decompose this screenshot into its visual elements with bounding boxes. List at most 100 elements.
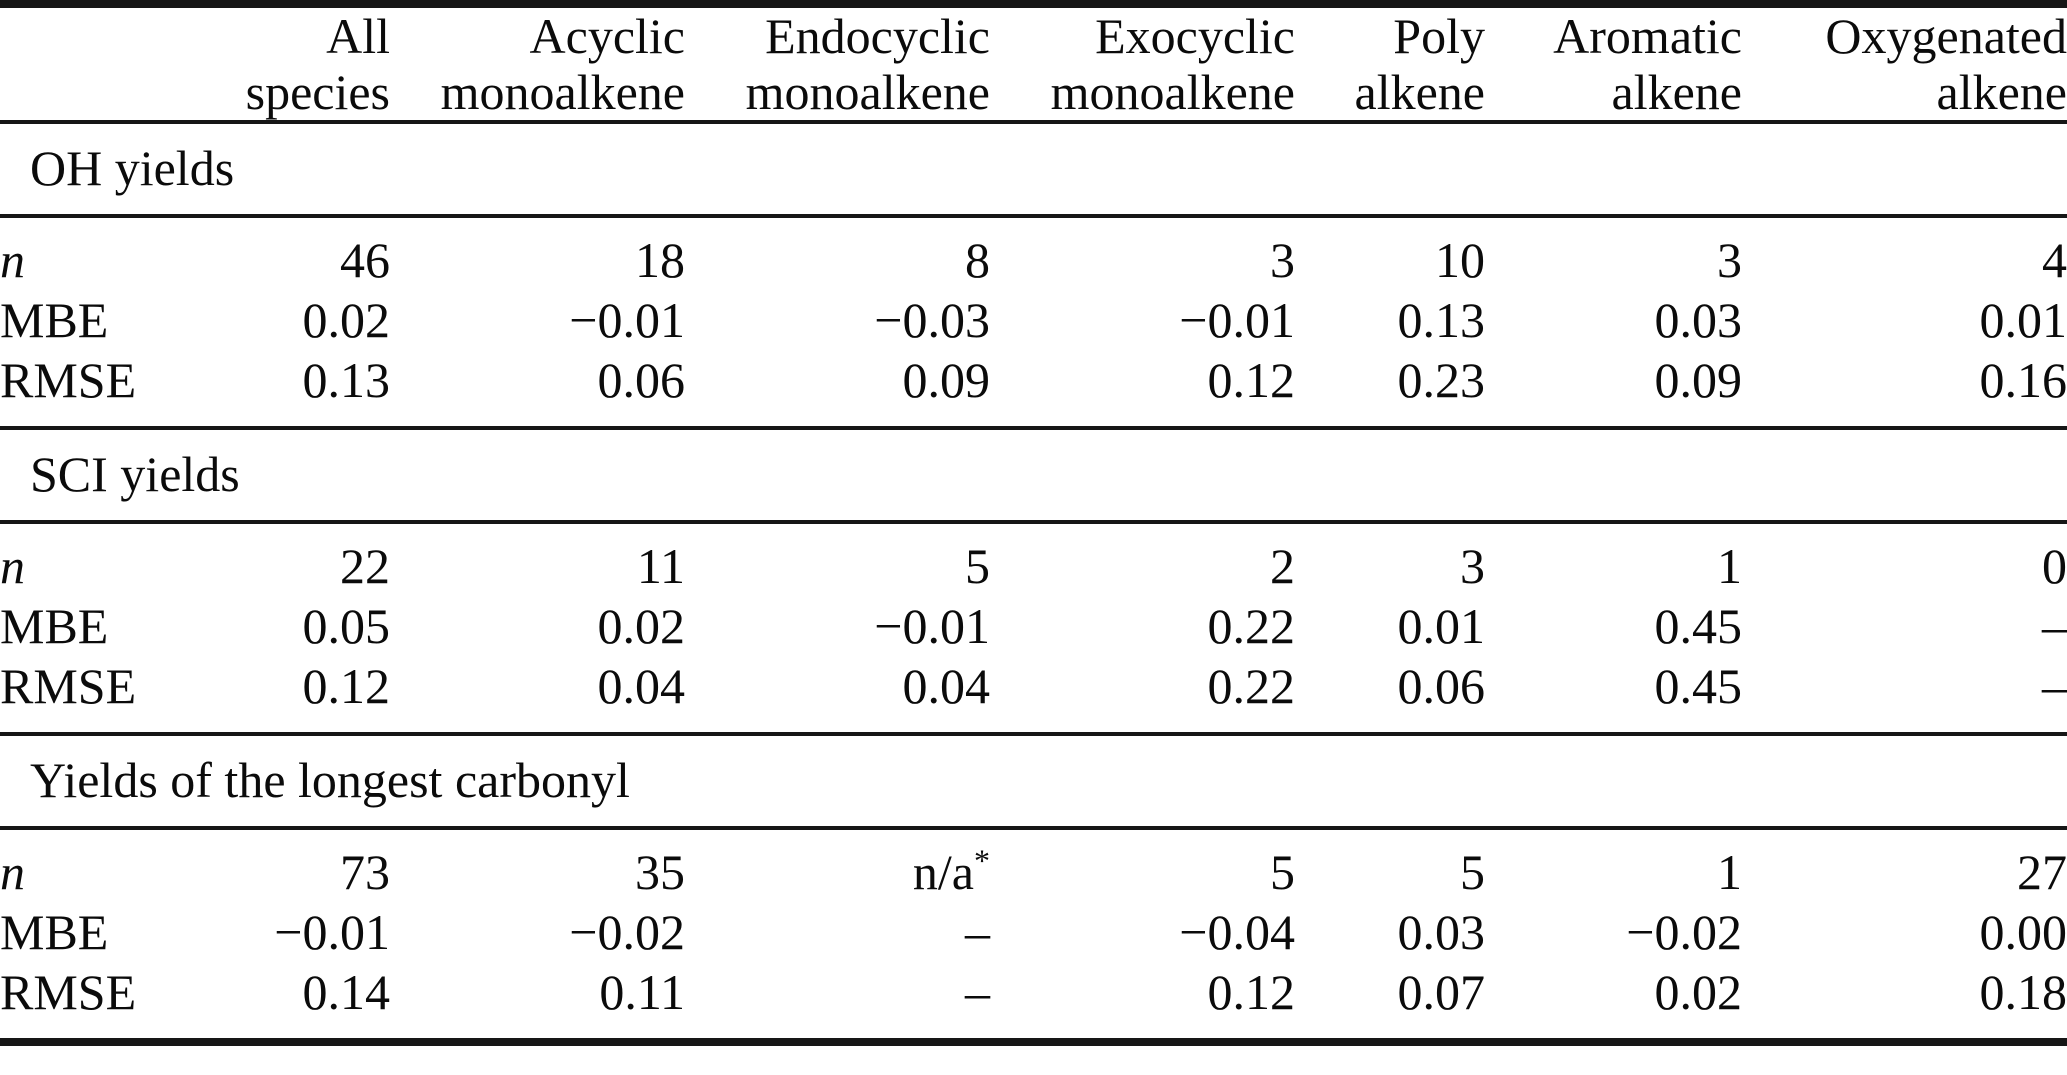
section-title: OH yields	[0, 120, 2067, 218]
value-cell: 1	[1717, 538, 1742, 594]
results-table: All species Acyclic monoalkene Endocyclic mon…	[0, 0, 2067, 1046]
column-header-line: Acyclic	[529, 8, 685, 64]
value-cell: –	[965, 964, 990, 1020]
value-cell: 0.03	[1397, 904, 1486, 960]
value-cell: –	[2042, 598, 2067, 654]
value-cell: 3	[1270, 232, 1295, 288]
footnote-asterisk: *	[974, 842, 990, 879]
column-header-line: alkene	[1611, 64, 1742, 120]
value-cell: 22	[340, 538, 390, 594]
value-cell: 0.01	[1979, 292, 2067, 348]
value-cell: 0.09	[1654, 352, 1743, 408]
value-cell: −0.03	[874, 292, 990, 348]
value-cell: 0.02	[1654, 964, 1743, 1020]
column-header: Exocyclic monoalkene	[990, 4, 1295, 124]
value-cell: −0.01	[274, 904, 390, 960]
value-cell: 0.22	[1207, 598, 1296, 654]
value-cell: 0.14	[302, 964, 391, 1020]
value-cell: −0.04	[1179, 904, 1295, 960]
column-header-line: monoalkene	[440, 64, 685, 120]
column-header-line: All	[326, 8, 390, 64]
table-row: RMSE 0.14 0.11 – 0.12 0.07 0.02 0.18	[0, 962, 2067, 1042]
header-row: All species Acyclic monoalkene Endocyclic mon…	[0, 4, 2067, 124]
table-row: n 46 18 8 3 10 3 4	[0, 216, 2067, 290]
value-cell: 35	[635, 844, 685, 900]
section-title-row: Yields of the longest carbonyl	[0, 732, 2067, 830]
table-row: RMSE 0.12 0.04 0.04 0.22 0.06 0.45 –	[0, 656, 2067, 734]
value-cell: 73	[340, 844, 390, 900]
section-title: Yields of the longest carbonyl	[0, 732, 2067, 830]
column-header: Poly alkene	[1295, 4, 1485, 124]
value-cell: 5	[965, 538, 990, 594]
column-header-line: Aromatic	[1553, 8, 1742, 64]
row-label: n	[0, 844, 25, 900]
column-header-line: alkene	[1936, 64, 2067, 120]
row-label: n	[0, 538, 25, 594]
value-cell: 3	[1460, 538, 1485, 594]
value-cell: 0.05	[302, 598, 391, 654]
value-cell: 10	[1435, 232, 1485, 288]
value-cell: −0.01	[1179, 292, 1295, 348]
value-cell: 8	[965, 232, 990, 288]
column-header-line: Exocyclic	[1095, 8, 1295, 64]
value-cell: 0.12	[302, 658, 391, 714]
value-cell: 0.06	[597, 352, 686, 408]
table-row: MBE −0.01 −0.02 – −0.04 0.03 −0.02 0.00	[0, 902, 2067, 962]
table-row: MBE 0.02 −0.01 −0.03 −0.01 0.13 0.03 0.01	[0, 290, 2067, 350]
value-cell: 0.02	[597, 598, 686, 654]
row-label: RMSE	[0, 658, 137, 714]
row-label: n	[0, 232, 25, 288]
table-row: RMSE 0.13 0.06 0.09 0.12 0.23 0.09 0.16	[0, 350, 2067, 428]
value-cell: 0.45	[1654, 598, 1743, 654]
value-cell: 0.06	[1397, 658, 1486, 714]
value-cell: −0.01	[569, 292, 685, 348]
value-cell: 5	[1270, 844, 1295, 900]
column-header	[0, 4, 200, 124]
value-cell: 0.45	[1654, 658, 1743, 714]
value-cell: 0.23	[1397, 352, 1486, 408]
row-label: MBE	[0, 292, 109, 348]
value-cell: 0.00	[1979, 904, 2067, 960]
value-cell: 0.11	[599, 964, 685, 1020]
column-header-line: Oxygenated	[1825, 8, 2067, 64]
column-header-line: monoalkene	[1050, 64, 1295, 120]
column-header-line: Poly	[1393, 8, 1485, 64]
value-cell: 0.12	[1207, 964, 1296, 1020]
value-cell: 18	[635, 232, 685, 288]
column-header: All species	[200, 4, 390, 124]
value-cell: n/a*	[685, 828, 990, 902]
value-cell: −0.02	[1626, 904, 1742, 960]
value-cell: 0.07	[1397, 964, 1486, 1020]
value-cell: 3	[1717, 232, 1742, 288]
value-cell: 0.01	[1397, 598, 1486, 654]
section-title-row: OH yields	[0, 120, 2067, 218]
value-cell: 2	[1270, 538, 1295, 594]
row-label: MBE	[0, 904, 109, 960]
row-label: RMSE	[0, 964, 137, 1020]
column-header: Acyclic monoalkene	[390, 4, 685, 124]
column-header: Endocyclic monoalkene	[685, 4, 990, 124]
value-cell: 0.13	[1397, 292, 1486, 348]
value-cell: 5	[1460, 844, 1485, 900]
section-title-row: SCI yields	[0, 426, 2067, 524]
value-cell: 1	[1717, 844, 1742, 900]
value-cell: 0.22	[1207, 658, 1296, 714]
table-header: All species Acyclic monoalkene Endocyclic mon…	[0, 4, 2067, 124]
row-label: MBE	[0, 598, 109, 654]
value-cell: 0.13	[302, 352, 391, 408]
value-cell: 46	[340, 232, 390, 288]
value-cell: 4	[2042, 232, 2067, 288]
value-cell: 0.03	[1654, 292, 1743, 348]
value-cell: 0.12	[1207, 352, 1296, 408]
value-cell: 27	[2017, 844, 2067, 900]
column-header-line: alkene	[1354, 64, 1485, 120]
column-header-line: species	[245, 64, 390, 120]
value-cell: 0.04	[902, 658, 991, 714]
row-label: RMSE	[0, 352, 137, 408]
value-cell: −0.01	[874, 598, 990, 654]
value-cell: 0.02	[302, 292, 391, 348]
value-text: n/a	[912, 844, 974, 900]
table-row: n 73 35 n/a* 5 5 1 27	[0, 828, 2067, 902]
table-row: n 22 11 5 2 3 1 0	[0, 522, 2067, 596]
table-row: MBE 0.05 0.02 −0.01 0.22 0.01 0.45 –	[0, 596, 2067, 656]
